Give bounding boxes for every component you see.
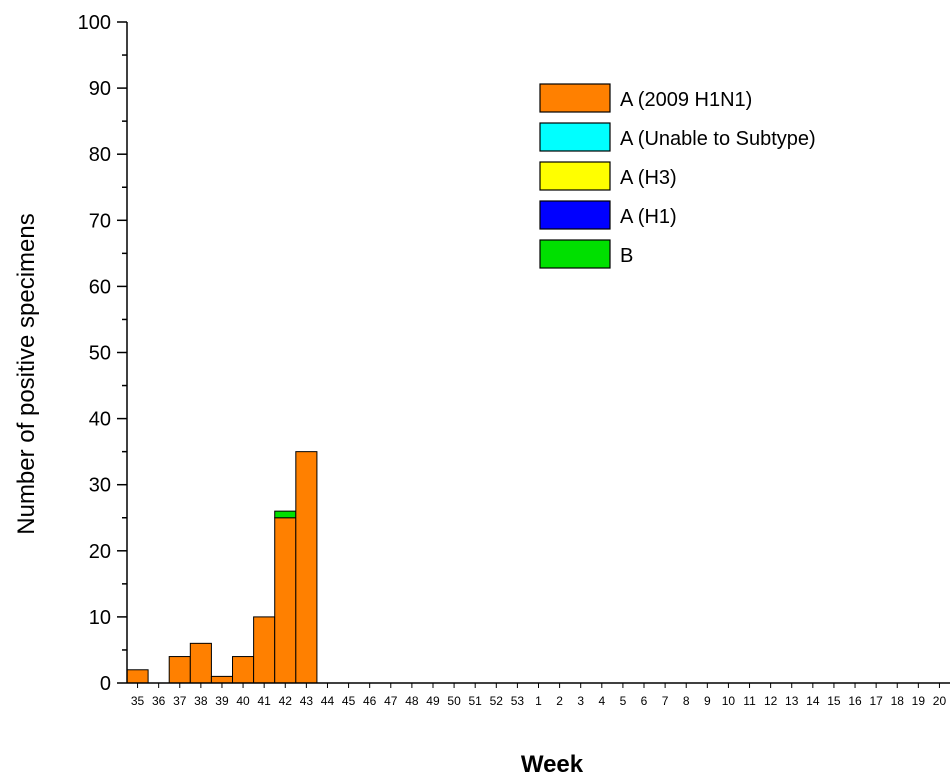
x-tick-label: 15 xyxy=(827,694,841,708)
y-tick-label: 90 xyxy=(89,78,111,100)
legend-label: A (2009 H1N1) xyxy=(620,89,752,111)
x-tick-label: 44 xyxy=(321,694,335,708)
bars-group xyxy=(126,451,318,684)
y-tick-label: 30 xyxy=(89,475,111,497)
bar-43-series-0 xyxy=(295,451,318,684)
bar-38-series-0 xyxy=(189,642,212,684)
y-tick-label: 40 xyxy=(89,409,111,431)
y-tick-label: 80 xyxy=(89,144,111,166)
x-tick-label: 43 xyxy=(300,694,314,708)
legend-swatch xyxy=(539,200,611,230)
x-tick-label: 53 xyxy=(511,694,525,708)
legend-label: A (H1) xyxy=(620,206,677,228)
x-tick-label: 1 xyxy=(535,694,542,708)
y-tick-label: 0 xyxy=(100,673,111,695)
bar-42-series-0 xyxy=(274,517,297,684)
x-tick-label: 11 xyxy=(743,694,756,708)
legend-swatch xyxy=(539,161,611,191)
y-tick-label: 20 xyxy=(89,541,111,563)
y-ticks-group: 0 10 20 30 40 50 60 70 80 90 100 xyxy=(78,12,127,695)
x-tick-label: 39 xyxy=(215,694,229,708)
legend-swatch xyxy=(539,239,611,269)
x-tick-label: 36 xyxy=(152,694,166,708)
x-tick-label: 3 xyxy=(577,694,584,708)
x-tick-label: 50 xyxy=(447,694,461,708)
legend-label: B xyxy=(620,245,633,267)
x-tick-label: 37 xyxy=(173,694,187,708)
x-tick-label: 8 xyxy=(683,694,690,708)
bar-37-series-0 xyxy=(168,656,191,684)
x-ticks-group: 35 36 37 38 39 40 41 42 43 44 45 46 47 48 49 50 51 52 53 1 2… xyxy=(131,683,947,708)
x-tick-label: 18 xyxy=(891,694,905,708)
legend: A (2009 H1N1) A (Unable to Subtype) A (H3)… xyxy=(539,83,816,269)
x-tick-label: 4 xyxy=(598,694,605,708)
bar-41-series-0 xyxy=(253,616,276,684)
legend-swatch xyxy=(539,122,611,152)
x-tick-label: 17 xyxy=(869,694,883,708)
x-tick-label: 47 xyxy=(384,694,398,708)
x-tick-label: 13 xyxy=(785,694,799,708)
y-axis-label: Number of positive specimens xyxy=(13,213,40,534)
x-tick-label: 49 xyxy=(426,694,440,708)
x-tick-label: 20 xyxy=(933,694,947,708)
bar-42-series-4 xyxy=(274,510,297,519)
x-tick-label: 10 xyxy=(722,694,736,708)
x-tick-label: 46 xyxy=(363,694,377,708)
x-tick-label: 40 xyxy=(236,694,250,708)
x-tick-label: 16 xyxy=(848,694,862,708)
bar-40-series-0 xyxy=(232,656,255,684)
axes-group xyxy=(126,22,950,684)
legend-label: A (Unable to Subtype) xyxy=(620,128,816,150)
y-tick-label: 70 xyxy=(89,210,111,232)
x-tick-label: 52 xyxy=(490,694,504,708)
x-tick-label: 9 xyxy=(704,694,711,708)
x-tick-label: 45 xyxy=(342,694,356,708)
x-tick-label: 2 xyxy=(556,694,563,708)
x-tick-label: 6 xyxy=(641,694,648,708)
x-tick-label: 38 xyxy=(194,694,208,708)
x-tick-label: 5 xyxy=(620,694,627,708)
x-tick-label: 41 xyxy=(257,694,271,708)
x-tick-label: 35 xyxy=(131,694,145,708)
x-tick-label: 7 xyxy=(662,694,669,708)
y-tick-label: 100 xyxy=(78,12,111,34)
legend-swatch xyxy=(539,83,611,113)
x-tick-label: 19 xyxy=(912,694,926,708)
bar-39-series-0 xyxy=(210,675,234,684)
legend-label: A (H3) xyxy=(620,167,677,189)
y-tick-label: 60 xyxy=(89,276,111,298)
y-tick-label: 10 xyxy=(89,607,111,629)
x-tick-label: 14 xyxy=(806,694,820,708)
x-tick-label: 51 xyxy=(469,694,483,708)
y-tick-label: 50 xyxy=(89,343,111,365)
bar-35-series-0 xyxy=(126,669,149,684)
x-axis-label: Week xyxy=(521,751,584,778)
x-tick-label: 48 xyxy=(405,694,419,708)
x-tick-label: 12 xyxy=(764,694,778,708)
x-tick-label: 42 xyxy=(279,694,293,708)
